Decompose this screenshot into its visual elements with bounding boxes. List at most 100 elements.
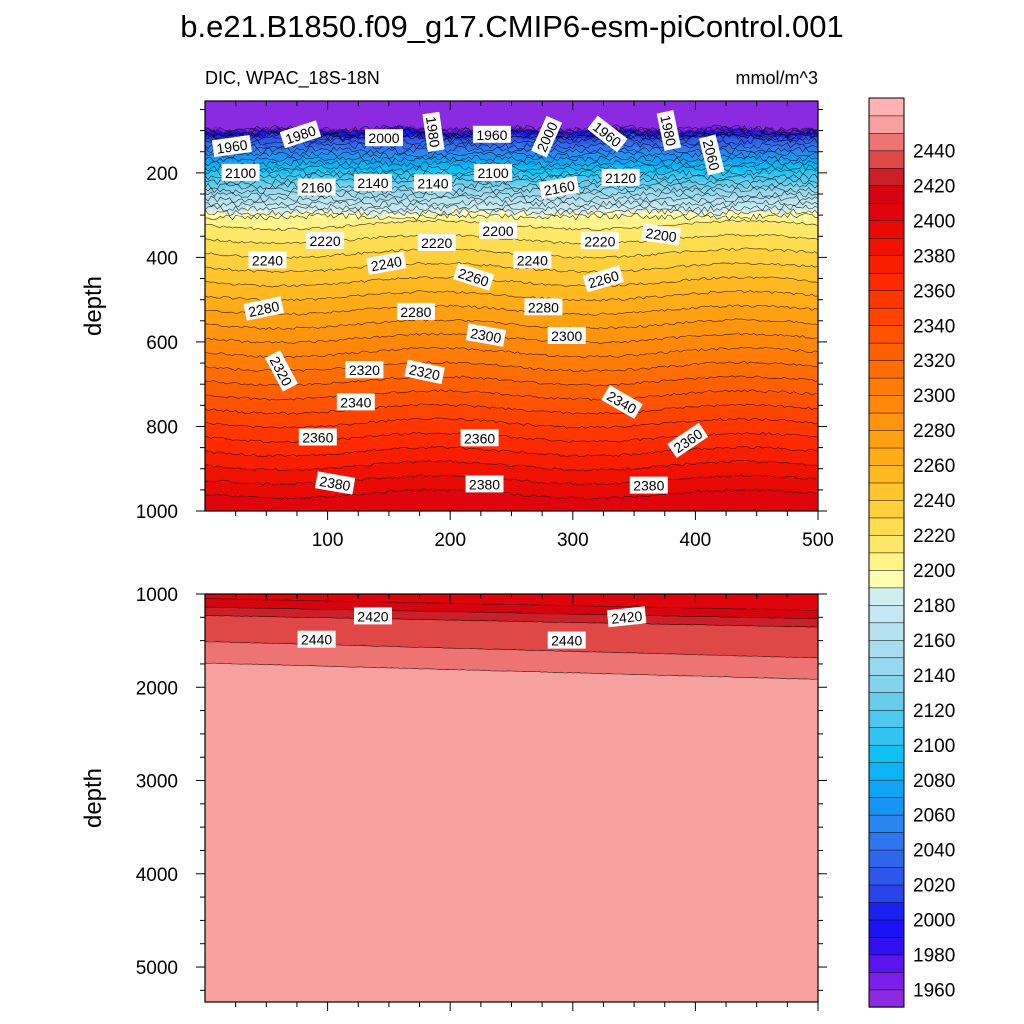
contour-line	[205, 304, 818, 316]
contour-label: 2320	[345, 361, 384, 379]
contour-label-box	[539, 175, 580, 200]
contour-label-text: 2280	[400, 304, 431, 320]
colorbar-swatch	[868, 919, 905, 938]
colorbar-swatch	[868, 657, 905, 676]
contour-label: 2360	[460, 429, 499, 447]
lower-y-axis-label: depth	[80, 768, 107, 828]
y-tick-label: 1000	[136, 502, 178, 523]
contour-line	[205, 488, 818, 500]
contour-label-box	[601, 385, 643, 419]
y-tick-label: 5000	[136, 958, 178, 979]
contour-label: 2100	[221, 163, 260, 181]
contour-label: 1980	[656, 110, 682, 151]
contour-label-box	[698, 134, 725, 176]
colorbar-tick-label: 2440	[913, 141, 955, 162]
colorbar-tick-label: 1980	[913, 946, 955, 967]
contour-label-box	[354, 174, 392, 191]
colorbar-swatch	[868, 989, 905, 1008]
contour-label-box	[656, 110, 682, 151]
contour-label: 2360	[298, 428, 337, 446]
upper-panel: 1960 1980 2000 1980 1960 2000 1960 198020602100…	[136, 100, 834, 551]
contour-label-box	[587, 115, 628, 153]
contour-label: 2120	[601, 168, 640, 186]
colorbar-swatch	[868, 464, 905, 484]
contour-line	[205, 290, 818, 302]
contour-label-box	[354, 607, 392, 625]
contour-label-box	[606, 606, 647, 628]
contour-line	[205, 212, 818, 221]
contour-label-box	[248, 251, 287, 269]
contour-label-box	[365, 129, 403, 147]
contour-line	[205, 403, 818, 415]
chart-title: b.e21.B1850.f09_g17.CMIP6-esm-piControl.…	[180, 9, 843, 44]
colorbar-swatch	[868, 552, 905, 571]
colorbar-tick-label: 2120	[913, 701, 955, 722]
colorbar-swatch	[868, 115, 905, 134]
contour-label-box	[465, 475, 504, 493]
contour-label-box	[366, 251, 407, 275]
contour-label-box	[221, 163, 260, 181]
colorbar-tick-label: 2180	[913, 596, 955, 617]
contour-line	[205, 208, 818, 217]
colorbar-tick-label: 2360	[913, 281, 955, 302]
contour-label-text: 2280	[247, 298, 281, 320]
colorbar-tick-label: 2420	[913, 176, 955, 197]
contour-label-text: 2360	[302, 430, 333, 446]
y-tick-label: 3000	[136, 772, 178, 793]
contour-label-box	[417, 234, 456, 251]
contour-line	[205, 360, 818, 373]
colorbar-swatch	[868, 692, 905, 711]
contour-label-text: 2120	[605, 170, 636, 186]
left-subtitle: DIC, WPAC_18S-18N	[205, 68, 380, 89]
contour-label-box	[524, 298, 563, 316]
y-tick-label: 800	[146, 417, 178, 438]
contour-label-text: 2300	[551, 328, 582, 344]
colorbar-swatch	[868, 377, 905, 396]
contour-label: 1980	[422, 111, 445, 152]
contour-line	[205, 203, 818, 213]
colorbar-tick-label: 2240	[913, 491, 955, 512]
colorbar-tick-label: 2160	[913, 631, 955, 652]
contour-label-box	[298, 428, 337, 446]
contour-label: 2220	[306, 231, 345, 249]
contour-label-box	[297, 630, 336, 648]
colorbar-swatch	[868, 412, 905, 431]
contour-label-text: 2240	[252, 252, 283, 268]
colorbar-tick-label: 2060	[913, 806, 955, 827]
contour-label: 2280	[396, 302, 435, 320]
colorbar-swatch	[868, 272, 905, 291]
contour-label-text: 2380	[633, 478, 664, 494]
contour-label-text: 2320	[408, 361, 442, 383]
contour-line	[205, 247, 818, 259]
colorbar-swatch	[868, 167, 905, 187]
colorbar-swatch	[868, 359, 905, 379]
colorbar-swatch	[868, 849, 905, 868]
colorbar-tick-label: 2040	[913, 841, 955, 862]
colorbar-tick-label: 2220	[913, 526, 955, 547]
contour-label-text: 2320	[349, 362, 380, 378]
colorbar-tick-label: 2080	[913, 771, 955, 792]
contour-field	[205, 589, 818, 1002]
contour-label-box	[465, 323, 507, 347]
contour-label-box	[306, 231, 345, 249]
colorbar-swatch	[868, 622, 905, 641]
colorbar-swatch	[868, 394, 905, 414]
colorbar-swatch	[868, 762, 905, 781]
colorbar: 1960 1980 2000 2020 2040 2060 2080 2100 2120 2140…	[868, 97, 955, 1008]
contour-label: 2220	[417, 234, 456, 251]
colorbar-swatch	[868, 499, 905, 519]
colorbar-tick-label: 1960	[913, 981, 955, 1002]
contour-line	[205, 195, 818, 204]
colorbar-swatch	[868, 936, 905, 956]
contour-label-text: 2140	[357, 175, 388, 191]
colorbar-tick-label: 2300	[913, 386, 955, 407]
contour-label: 2440	[297, 630, 336, 648]
contour-label-box	[513, 251, 552, 269]
colorbar-swatch	[868, 290, 905, 309]
contour-label: 2160	[297, 178, 336, 196]
contour-line	[205, 589, 818, 591]
contour-label: 2240	[248, 251, 287, 269]
contour-label-box	[265, 350, 298, 392]
contour-line	[205, 262, 818, 274]
